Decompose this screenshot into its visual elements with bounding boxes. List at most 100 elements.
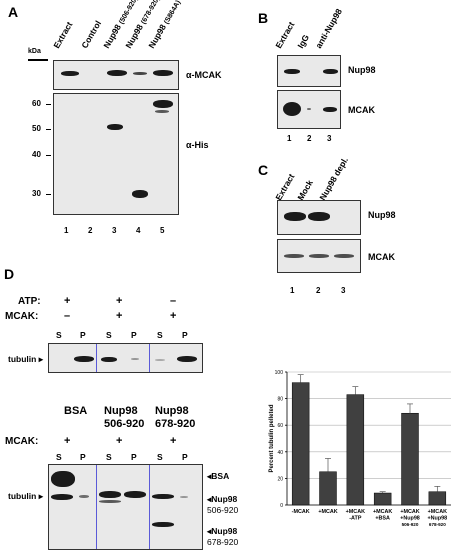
- c-lane-2: Mock: [295, 178, 315, 202]
- b-num-3: 3: [327, 134, 332, 143]
- x-tick-label: +Nup98: [428, 516, 448, 522]
- c-mcak-label: MCAK: [368, 252, 395, 262]
- group-2: Nup98 506-920: [104, 405, 145, 430]
- a-num-2: 2: [88, 226, 93, 235]
- mcak-label-2: MCAK:: [5, 436, 39, 447]
- bar: [401, 412, 419, 506]
- y-tick-label: 40: [277, 450, 283, 456]
- y-tick-label: 20: [277, 476, 283, 482]
- a-blot-mcak: [53, 60, 179, 90]
- x-tick-label: +MCAK: [346, 509, 365, 515]
- mw-50: 50: [32, 124, 41, 133]
- mcak2-sign-3: +: [170, 435, 177, 447]
- bar: [291, 382, 310, 506]
- b-blot-nup98: [277, 55, 341, 87]
- sp-6: P: [182, 330, 188, 340]
- mcak2-sign-2: +: [116, 435, 123, 447]
- sp-5: S: [157, 330, 163, 340]
- a-num-5: 5: [160, 226, 165, 235]
- sp2-4: P: [131, 452, 137, 462]
- x-tick-label: 506-920: [402, 522, 419, 527]
- right-nup98-1: ◂Nup98 506-920: [207, 494, 239, 515]
- a-mcak-label: α-MCAK: [186, 70, 222, 80]
- bar: [428, 491, 447, 506]
- right-bsa: ◂BSA: [207, 471, 230, 481]
- y-tick-label: 100: [275, 370, 284, 376]
- panel-d-letter: D: [4, 266, 15, 282]
- a-lane-2: Control: [79, 18, 104, 50]
- c-blot-nup98: [277, 200, 361, 235]
- sp-3: S: [106, 330, 112, 340]
- sp2-3: S: [106, 452, 112, 462]
- mcak-label-1: MCAK:: [5, 311, 39, 322]
- c-lane-3: Nup98 depl.: [317, 155, 351, 202]
- mcak-sign-1: –: [64, 310, 71, 322]
- atp-sign-1: +: [64, 295, 71, 307]
- a-blot-his: [53, 93, 179, 215]
- mcak-sign-3: +: [170, 310, 177, 322]
- x-tick-label: -ATP: [349, 516, 362, 522]
- b-blot-mcak: [277, 90, 341, 129]
- b-lane-3: anti-Nup98: [313, 6, 344, 51]
- c-num-1: 1: [290, 286, 295, 295]
- mw-60: 60: [32, 99, 41, 108]
- sp2-6: P: [182, 452, 188, 462]
- d-blot-top: [48, 343, 203, 373]
- y-tick-label: 80: [277, 397, 283, 403]
- x-tick-label: +MCAK: [400, 509, 419, 515]
- b-lane-2: IgG: [295, 32, 312, 50]
- mcak2-sign-1: +: [64, 435, 71, 447]
- c-num-2: 2: [316, 286, 321, 295]
- mcak-sign-2: +: [116, 310, 123, 322]
- sp-1: S: [56, 330, 62, 340]
- a-num-1: 1: [64, 226, 69, 235]
- sp-4: P: [131, 330, 137, 340]
- x-tick-label: +MCAK: [318, 509, 337, 515]
- b-mcak-label: MCAK: [348, 105, 375, 115]
- sp2-2: P: [80, 452, 86, 462]
- sp-2: P: [80, 330, 86, 340]
- sp2-5: S: [157, 452, 163, 462]
- c-nup98-label: Nup98: [368, 210, 396, 220]
- a-num-3: 3: [112, 226, 117, 235]
- bar: [319, 471, 337, 506]
- b-num-2: 2: [307, 134, 312, 143]
- x-tick-label: -MCAK: [292, 509, 310, 515]
- right-nup98-2: ◂Nup98 678-920: [207, 526, 239, 547]
- a-lane-1: Extract: [51, 20, 75, 50]
- mw-30: 30: [32, 189, 41, 198]
- x-tick-label: +BSA: [375, 516, 390, 522]
- group-3: Nup98 678-920: [155, 405, 196, 430]
- atp-label: ATP:: [18, 296, 41, 307]
- sp2-1: S: [56, 452, 62, 462]
- atp-sign-2: +: [116, 295, 123, 307]
- kda-underline: [28, 59, 48, 61]
- b-lane-1: Extract: [273, 20, 297, 50]
- mw-40: 40: [32, 150, 41, 159]
- panel-a-letter: A: [8, 4, 19, 20]
- panel-b-letter: B: [258, 10, 269, 26]
- a-num-4: 4: [136, 226, 141, 235]
- b-nup98-label: Nup98: [348, 65, 376, 75]
- x-tick-label: +Nup98: [400, 516, 420, 522]
- c-lane-1: Extract: [273, 172, 297, 202]
- bar: [346, 394, 365, 506]
- x-tick-label: 678-920: [429, 522, 446, 527]
- group-1: BSA: [64, 405, 88, 417]
- tubulin-label-2: tubulin ▸: [8, 491, 43, 501]
- c-blot-mcak: [277, 239, 361, 273]
- c-num-3: 3: [341, 286, 346, 295]
- d-blot-bottom: [48, 464, 203, 550]
- y-tick-label: 60: [277, 423, 283, 429]
- tubulin-label-1: tubulin ▸: [8, 354, 43, 364]
- y-tick-label: 0: [280, 503, 283, 509]
- x-tick-label: +MCAK: [373, 509, 392, 515]
- tubulin-pelleted-chart: 0 20 40 60 80 100 Percent tubulin pelleted -MCA…: [269, 370, 451, 527]
- atp-sign-3: –: [170, 295, 177, 307]
- y-axis-label: Percent tubulin pelleted: [269, 404, 275, 472]
- kda-label: kDa: [28, 48, 41, 55]
- x-tick-label: +MCAK: [428, 509, 447, 515]
- b-num-1: 1: [287, 134, 292, 143]
- bar: [373, 492, 392, 506]
- a-his-label: α-His: [186, 140, 209, 150]
